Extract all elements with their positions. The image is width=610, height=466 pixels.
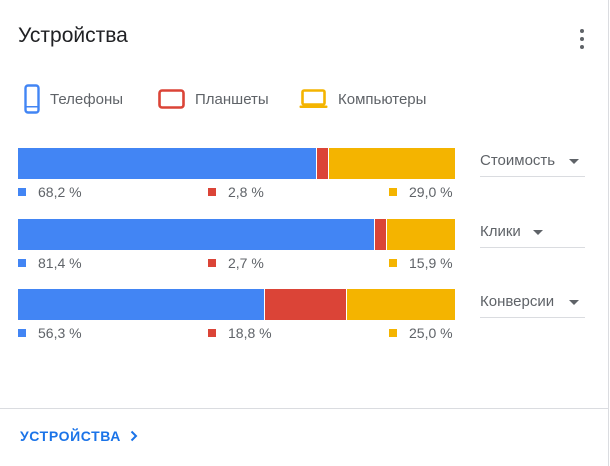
- dropdown-arrow-icon: [569, 300, 579, 305]
- series-swatch: [18, 329, 26, 337]
- metric-dropdown[interactable]: Клики: [480, 220, 585, 248]
- series-swatch: [208, 329, 216, 337]
- metric-label: Стоимость: [480, 152, 556, 169]
- data-label: 68,2 %: [38, 184, 82, 200]
- data-label: 15,9 %: [409, 255, 453, 271]
- series-swatch: [389, 259, 397, 267]
- data-label: 18,8 %: [228, 325, 272, 341]
- chart-row: 56,3 % 18,8 % 25,0 % Конверсии: [18, 289, 588, 341]
- dropdown-arrow-icon: [569, 159, 579, 164]
- metric-label: Клики: [480, 223, 521, 240]
- stacked-bar: [18, 219, 455, 250]
- stacked-bar: [18, 148, 455, 179]
- bar-segment-computers[interactable]: [328, 148, 455, 179]
- legend-label: Компьютеры: [338, 90, 427, 108]
- more-vert-icon[interactable]: [577, 28, 587, 50]
- series-swatch: [18, 259, 26, 267]
- series-swatch: [389, 188, 397, 196]
- legend-item-computers: Компьютеры: [299, 84, 426, 114]
- legend-item-phones: Телефоны: [24, 84, 123, 114]
- phone-icon: [24, 84, 40, 114]
- metric-dropdown[interactable]: Конверсии: [480, 290, 585, 318]
- legend-label: Телефоны: [50, 90, 124, 108]
- dropdown-arrow-icon: [533, 230, 543, 235]
- data-label: 56,3 %: [38, 325, 82, 341]
- metric-label: Конверсии: [480, 293, 555, 310]
- series-swatch: [208, 188, 216, 196]
- data-label: 2,8 %: [228, 184, 264, 200]
- data-label: 29,0 %: [409, 184, 453, 200]
- series-swatch: [18, 188, 26, 196]
- bar-segment-phones[interactable]: [18, 219, 374, 250]
- bar-segment-tablets[interactable]: [263, 289, 346, 320]
- data-label: 25,0 %: [409, 325, 453, 341]
- metric-dropdown[interactable]: Стоимость: [480, 149, 585, 177]
- data-label: 81,4 %: [38, 255, 82, 271]
- divider: [0, 408, 609, 409]
- laptop-icon: [299, 89, 328, 108]
- bar-segment-phones[interactable]: [18, 289, 264, 320]
- devices-link[interactable]: УСТРОЙСТВА: [20, 428, 141, 444]
- series-swatch: [389, 329, 397, 337]
- series-swatch: [208, 259, 216, 267]
- bar-segment-tablets[interactable]: [373, 219, 386, 250]
- legend-label: Планшеты: [195, 90, 269, 108]
- chart-row: 81,4 % 2,7 % 15,9 % Клики: [18, 219, 588, 271]
- devices-link-label: УСТРОЙСТВА: [20, 428, 121, 444]
- legend: Телефоны Планшеты Компьютеры: [0, 84, 600, 114]
- card-title: Устройства: [18, 24, 128, 47]
- bar-segment-tablets[interactable]: [316, 148, 329, 179]
- bar-segment-computers[interactable]: [345, 289, 455, 320]
- chart-row: 68,2 % 2,8 % 29,0 % Стоимость: [18, 148, 588, 200]
- chevron-right-icon: [130, 430, 138, 442]
- bar-segment-computers[interactable]: [385, 219, 455, 250]
- bar-segment-phones[interactable]: [18, 148, 317, 179]
- tablet-icon: [158, 89, 185, 109]
- stacked-bar: [18, 289, 455, 320]
- legend-item-tablets: Планшеты: [158, 84, 269, 114]
- data-label: 2,7 %: [228, 255, 264, 271]
